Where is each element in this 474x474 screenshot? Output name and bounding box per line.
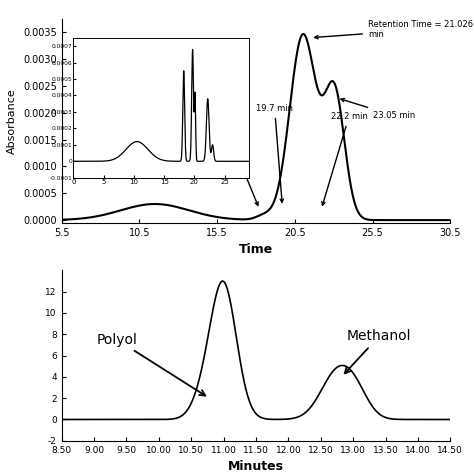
X-axis label: Minutes: Minutes: [228, 460, 284, 473]
X-axis label: Time: Time: [239, 243, 273, 256]
Text: Polyol: Polyol: [96, 332, 205, 396]
Text: Methanol: Methanol: [345, 329, 411, 374]
Y-axis label: Absorbance: Absorbance: [7, 88, 18, 154]
Text: Retention Time = 21.026
min: Retention Time = 21.026 min: [315, 20, 473, 39]
Text: 19.7 min: 19.7 min: [256, 104, 293, 202]
Text: 22.2 min: 22.2 min: [322, 112, 367, 205]
Text: 18.23 min: 18.23 min: [207, 128, 258, 205]
Text: 23.05 min: 23.05 min: [341, 99, 415, 120]
